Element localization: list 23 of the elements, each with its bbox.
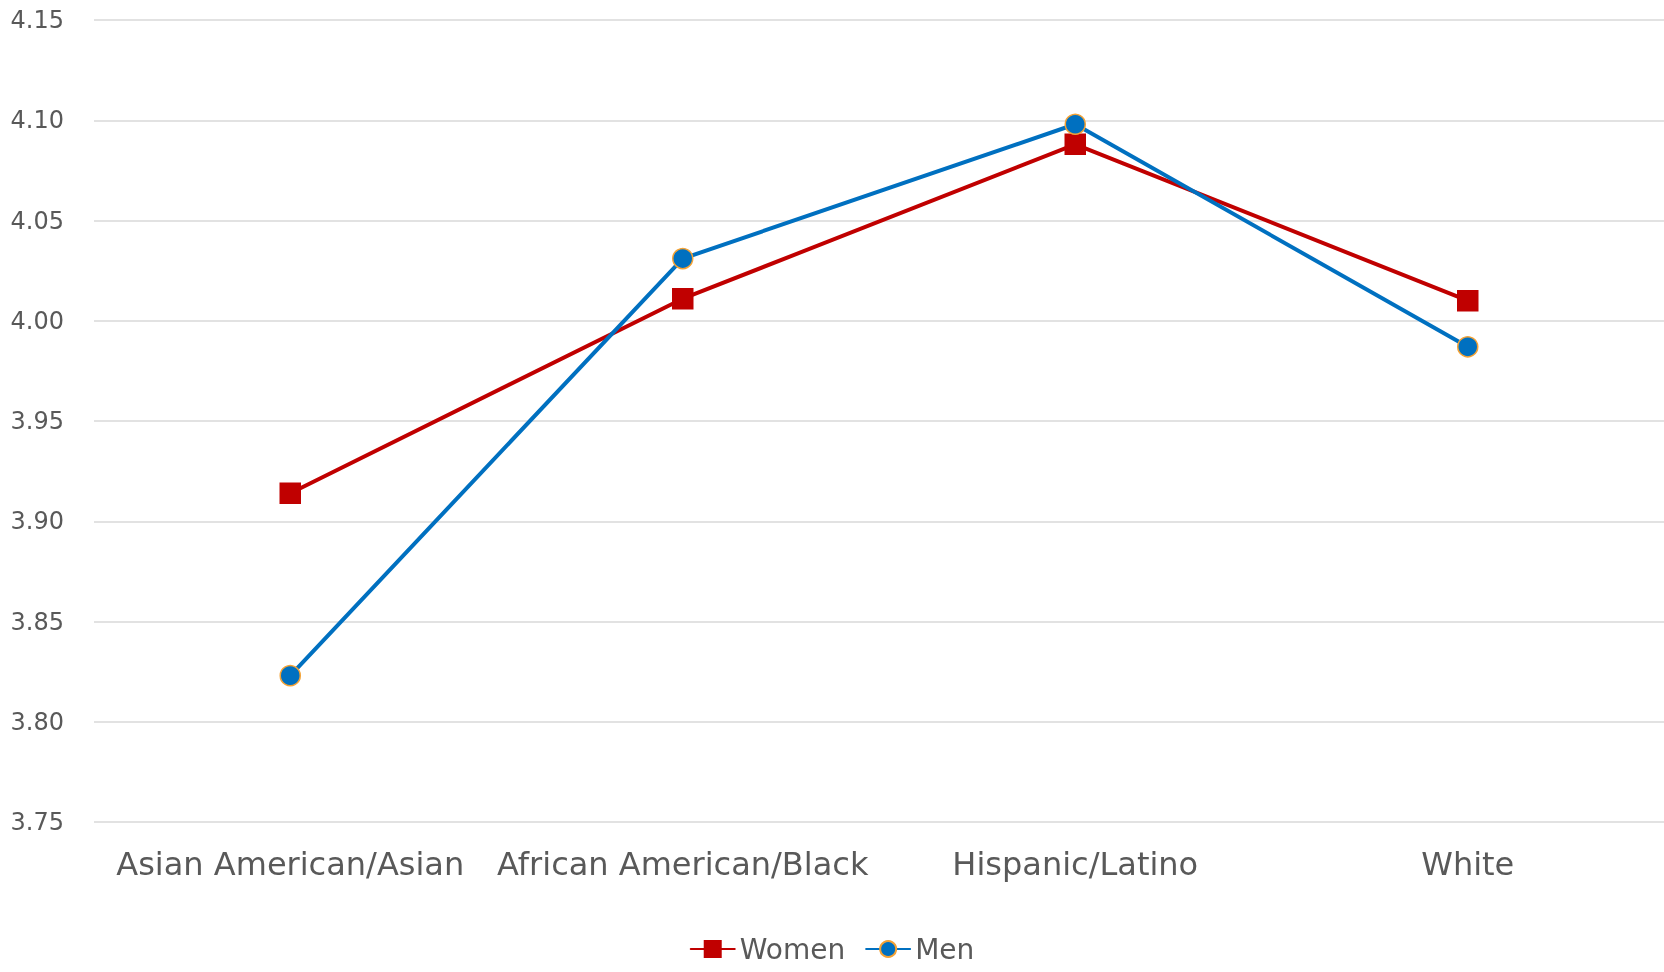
point [1064,133,1086,156]
point [1064,113,1086,135]
point [279,664,301,687]
y-tick-label: 4.15 [10,6,64,34]
legend-label: Men [915,932,975,966]
point [279,482,301,504]
point [672,247,694,270]
x-tick-label: White [1421,845,1515,883]
legend-label: Women [739,932,846,966]
y-tick-label: 3.95 [10,407,64,435]
y-tick-label: 3.85 [10,607,64,636]
y-tick-label: 4.05 [10,206,64,235]
y-tick-label: 3.90 [10,507,64,536]
y-tick-label: 4.00 [10,306,64,335]
y-tick-label: 3.75 [10,808,64,836]
x-tick-label: African American/Black [497,845,869,883]
x-tick-label: Asian American/Asian [116,845,465,883]
point [1457,289,1479,312]
point [672,287,694,310]
y-tick-label: 3.80 [10,707,64,736]
x-tick-label: Hispanic/Latino [952,845,1199,883]
y-tick-label: 4.10 [10,106,64,135]
point [1457,336,1479,358]
